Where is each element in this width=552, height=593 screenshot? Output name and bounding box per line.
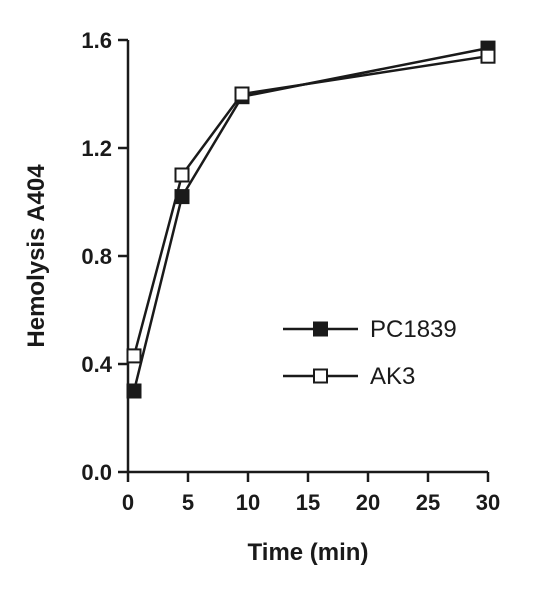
- y-axis-title: Hemolysis A404: [23, 164, 50, 348]
- data-point-pc1839: [126, 383, 142, 399]
- legend-marker: [313, 368, 328, 384]
- data-point-ak3: [234, 86, 250, 102]
- x-tick-label: 25: [416, 490, 440, 515]
- x-tick-label: 20: [356, 490, 380, 515]
- axes: 0.0 0.4 0.8 1.2 1.6 0 5 10 15 20 25 30: [81, 28, 500, 515]
- data-point-ak3: [174, 167, 190, 183]
- y-tick-label: 0.4: [81, 352, 112, 377]
- x-tick-label: 5: [182, 490, 194, 515]
- legend-marker: [313, 321, 328, 337]
- data-point-ak3: [480, 48, 496, 64]
- legend-label: PC1839: [370, 316, 457, 343]
- data-point-pc1839: [174, 189, 190, 205]
- x-tick-label: 10: [236, 490, 260, 515]
- y-tick-label: 0.8: [81, 244, 112, 269]
- y-tick-label: 1.2: [81, 136, 112, 161]
- y-tick-label: 0.0: [81, 460, 112, 485]
- legend: PC1839 AK3: [283, 316, 457, 390]
- legend-label: AK3: [370, 363, 415, 390]
- series-line-pc1839: [132, 46, 489, 392]
- data-point-ak3: [126, 348, 142, 364]
- x-tick-label: 15: [296, 490, 320, 515]
- x-axis-title: Time (min): [248, 539, 369, 566]
- x-tick-label: 0: [122, 490, 134, 515]
- x-tick-label: 30: [476, 490, 500, 515]
- y-tick-label: 1.6: [81, 28, 112, 53]
- series-line-ak3: [132, 54, 489, 357]
- series-layer: [126, 40, 496, 399]
